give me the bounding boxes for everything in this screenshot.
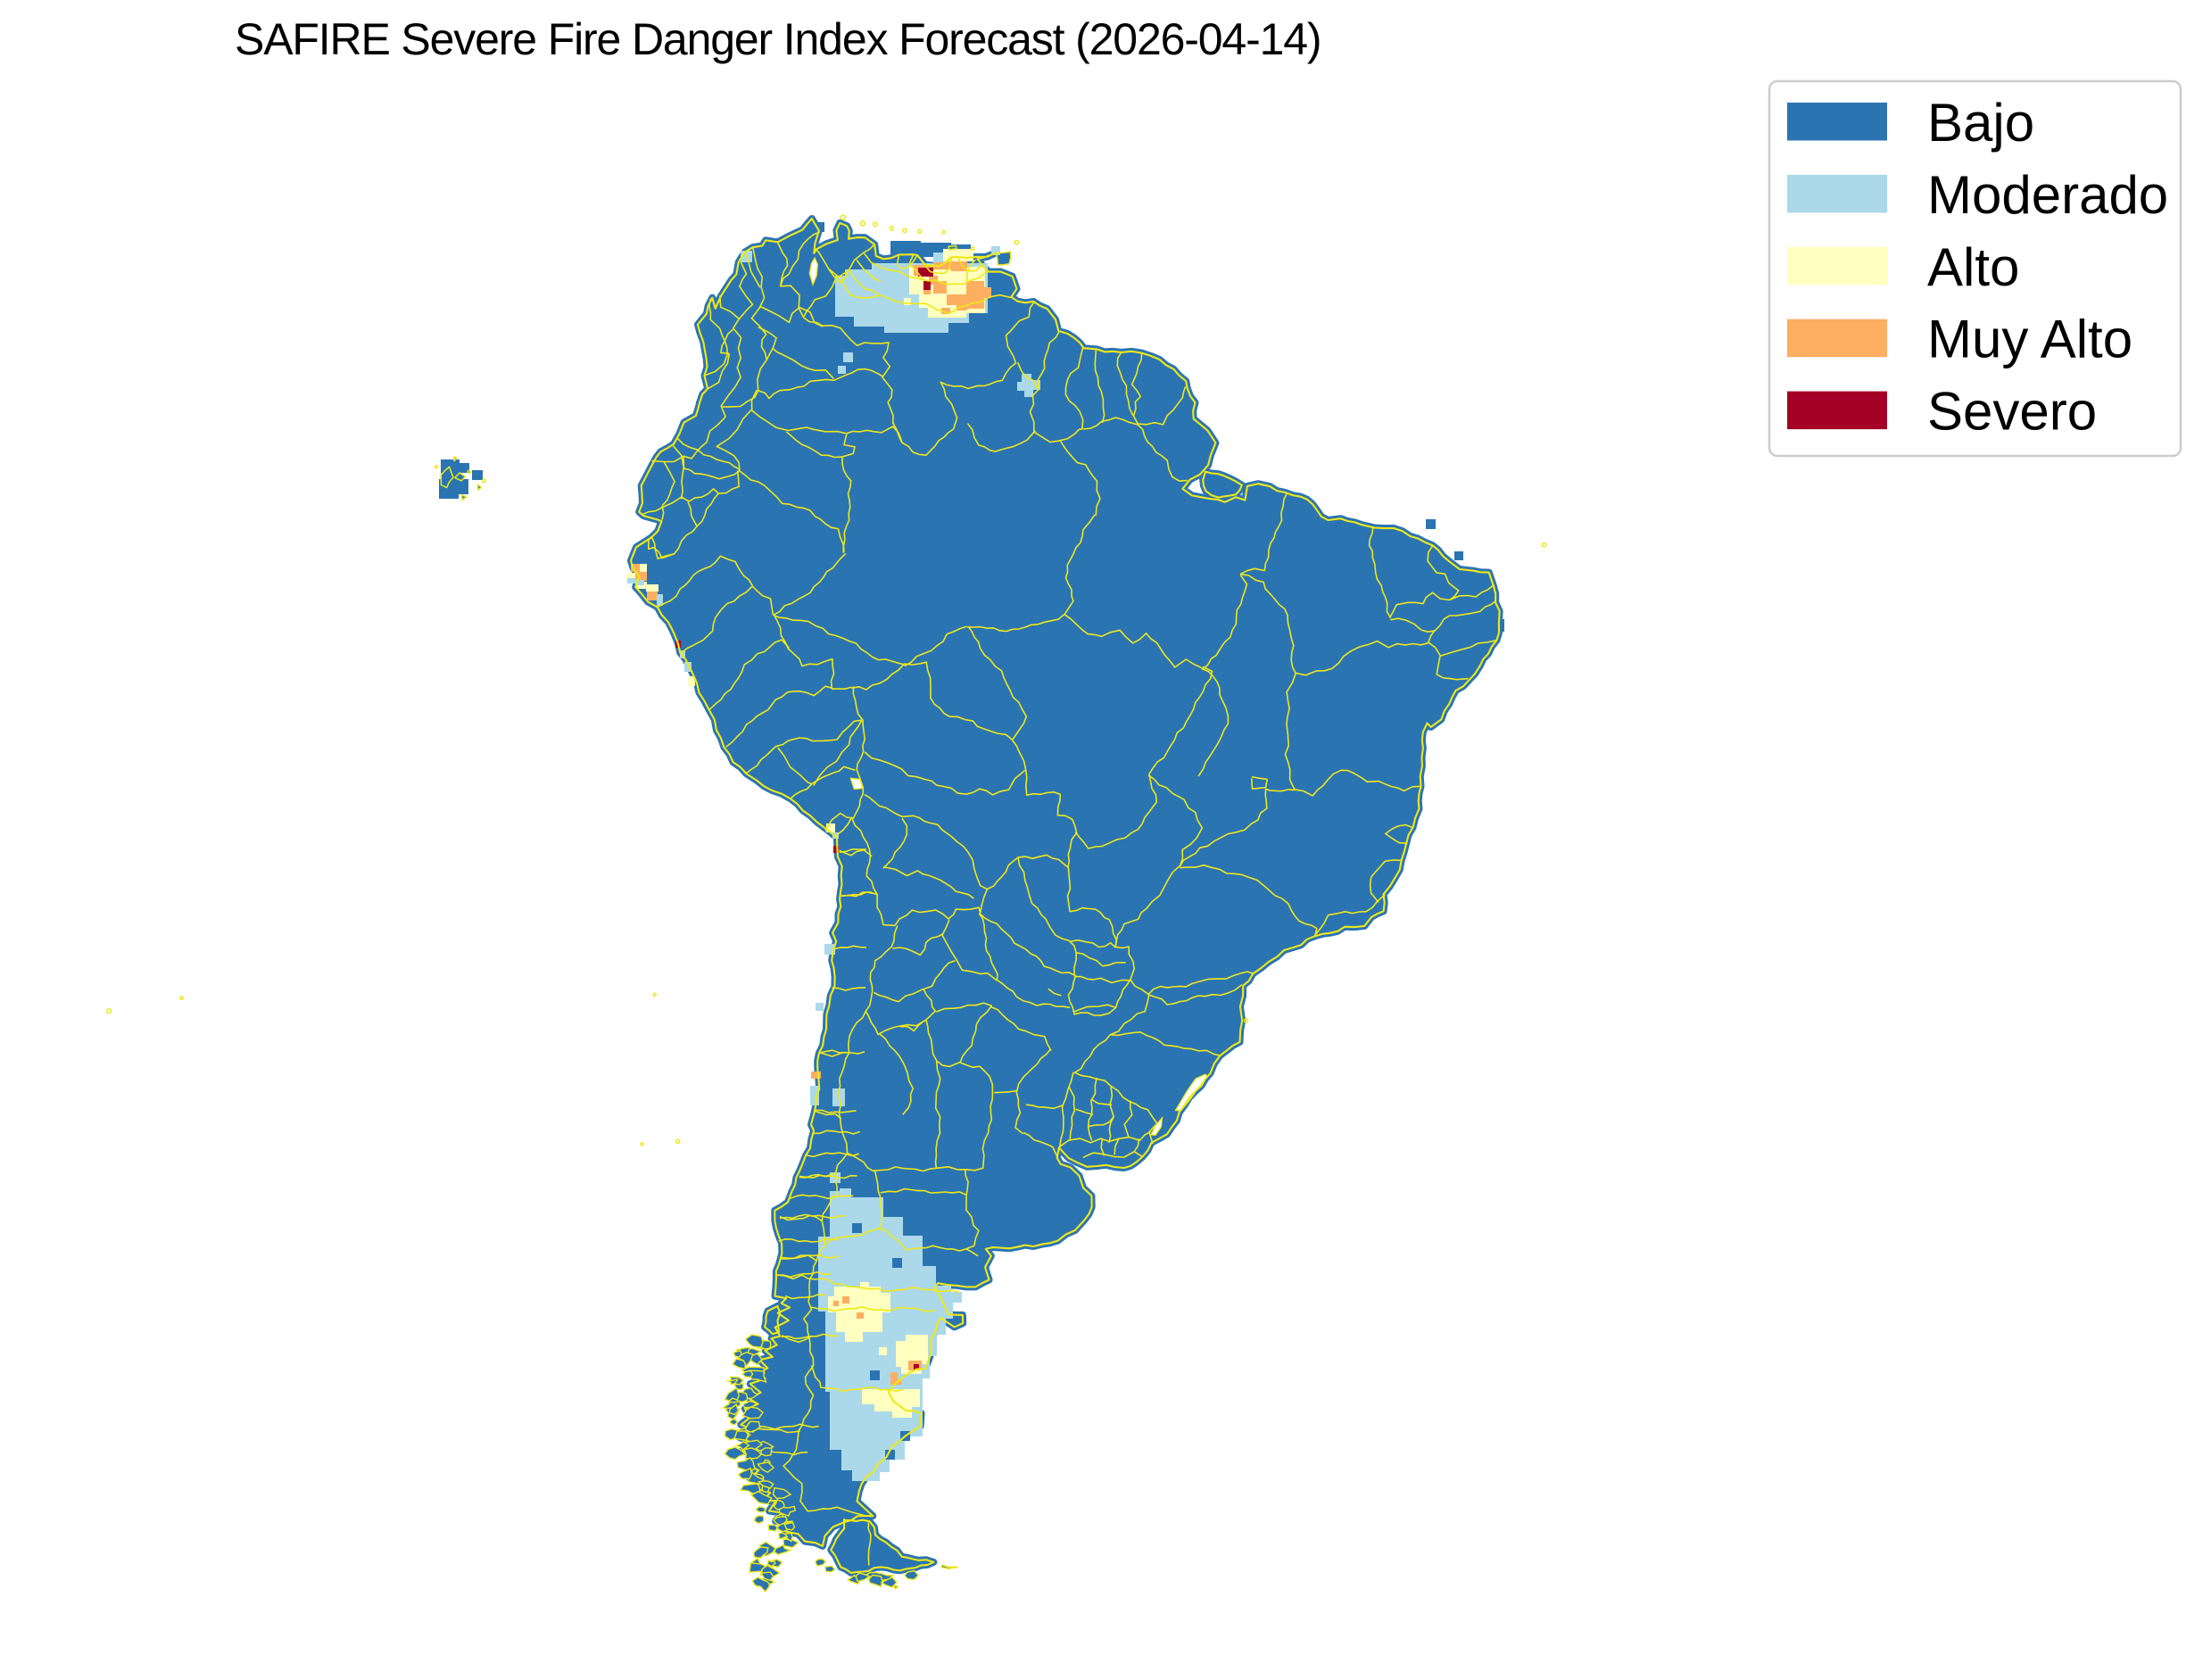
svg-text:Moderado: Moderado: [1927, 165, 2168, 225]
svg-text:Bajo: Bajo: [1927, 93, 2034, 153]
svg-text:Muy Alto: Muy Alto: [1927, 310, 2132, 369]
svg-text:Alto: Alto: [1927, 237, 2019, 297]
svg-text:SAFIRE Severe Fire Danger Inde: SAFIRE Severe Fire Danger Index Forecast…: [235, 14, 1321, 64]
svg-text:Severo: Severo: [1927, 382, 2097, 442]
